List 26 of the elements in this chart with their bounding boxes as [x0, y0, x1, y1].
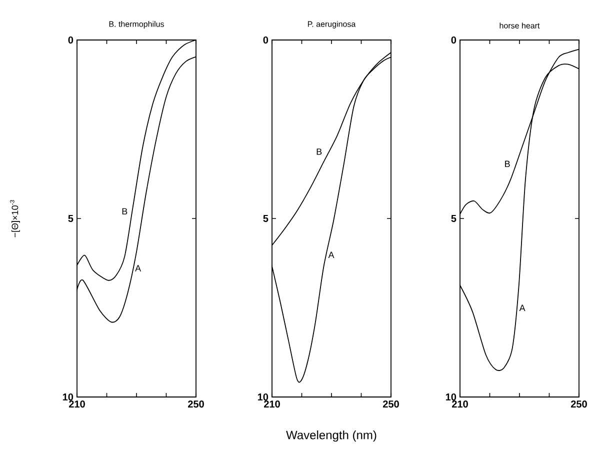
y-tick-label: 0	[263, 36, 268, 44]
series-label: A	[519, 304, 526, 311]
series-label: B	[505, 160, 510, 167]
y-axis-title: −[Θ]×10$^{-3}$	[10, 200, 20, 238]
chart-title: B. thermophilus	[109, 21, 164, 28]
y-tick-label: 5	[451, 215, 456, 222]
y-tick-label: 5	[263, 215, 268, 222]
y-tick-label: 5	[68, 215, 74, 222]
x-tick-label: 250	[570, 400, 587, 408]
x-tick-label: 210	[264, 400, 280, 408]
x-tick-label: 250	[383, 400, 399, 408]
x-axis-title: Wavelength (nm)	[286, 430, 376, 442]
x-tick-label: 210	[69, 400, 85, 408]
chart-title: P. aeruginosa	[308, 21, 356, 28]
x-tick-label: 210	[452, 400, 468, 408]
y-tick-label: 10	[446, 393, 456, 401]
y-tick-label: 0	[68, 36, 74, 44]
y-tick-label: 0	[451, 36, 456, 44]
y-tick-label: 10	[258, 393, 268, 401]
x-tick-label: 250	[188, 400, 204, 408]
series-label: B	[316, 148, 322, 155]
series-label: A	[328, 252, 334, 258]
series-label: A	[135, 265, 142, 272]
series-label: B	[122, 208, 128, 214]
y-tick-label: 10	[62, 393, 74, 401]
chart-title: horse heart	[500, 22, 540, 28]
